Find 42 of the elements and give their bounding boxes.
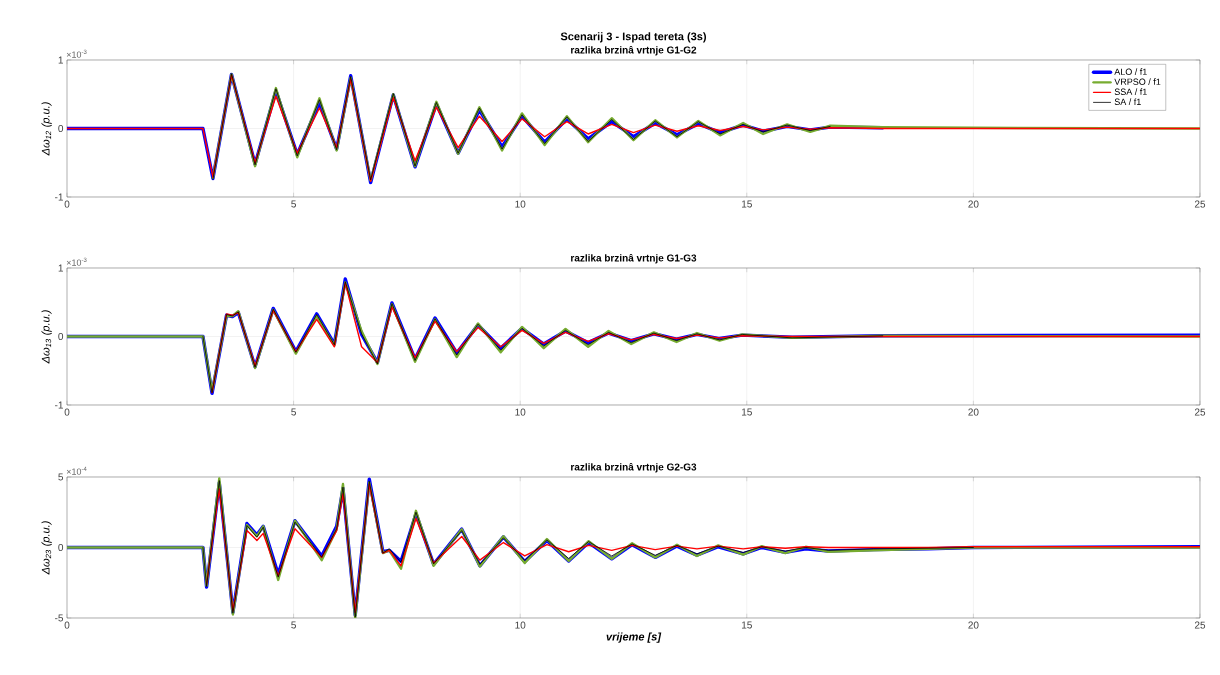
legend-label: VRPSO / f1 [1114, 78, 1161, 85]
x-tick-label: 0 [64, 408, 70, 416]
x-tick-label: 20 [968, 621, 979, 629]
x-tick-label: 10 [515, 408, 526, 416]
x-tick-label: 15 [742, 621, 752, 629]
x-tick-label: 5 [291, 200, 296, 208]
y-tick-label: 1 [58, 56, 63, 64]
x-tick-label: 20 [968, 200, 979, 208]
y-tick-label: 0 [58, 124, 64, 133]
y-axis-title: Δω$_{13}$ (p.u.) [41, 310, 52, 364]
text: ×10$^{-3}$ [66, 49, 87, 58]
text: ×10$^{-3}$ [66, 257, 87, 266]
x-tick-label: 25 [1194, 621, 1206, 629]
text: ×10$^{-4}$ [66, 466, 87, 475]
x-tick-label: 5 [291, 408, 296, 416]
y-tick-label: -1 [55, 193, 63, 201]
x-tick-label: 15 [742, 200, 752, 208]
x-axis-title: vrijeme [s] [606, 632, 662, 643]
legend-label: ALO / f1 [1114, 68, 1147, 75]
x-tick-label: 0 [64, 200, 70, 208]
y-axis-title: Δω$_{23}$ (p.u.) [41, 521, 52, 575]
y-tick-label: 1 [58, 264, 63, 272]
y-tick-label: 0 [58, 543, 64, 552]
y-tick-label: 0 [58, 332, 64, 341]
legend-label: SSA / f1 [1114, 88, 1147, 95]
chart-title: Scenarij 3 - Ispad tereta (3s) [560, 32, 707, 43]
x-tick-label: 15 [742, 408, 752, 416]
chart-subtitle: razlika brzinâ vrtnje G1-G2 [571, 45, 697, 56]
y-tick-label: -5 [55, 614, 64, 622]
y-tick-label: 5 [58, 473, 64, 481]
chart-title: razlika brzinâ vrtnje G2-G3 [571, 462, 697, 473]
x-tick-label: 10 [515, 621, 526, 629]
x-tick-label: 10 [515, 200, 526, 208]
x-tick-label: 0 [64, 621, 70, 629]
chart-title: razlika brzinâ vrtnje G1-G3 [571, 253, 697, 264]
y-axis-title: Δω$_{12}$ (p.u.) [41, 102, 52, 156]
x-tick-label: 20 [968, 408, 979, 416]
y-tick-label: -1 [55, 401, 63, 409]
legend-label: SA / f1 [1114, 98, 1141, 105]
x-tick-label: 25 [1194, 200, 1206, 208]
x-tick-label: 25 [1194, 408, 1206, 416]
x-tick-label: 5 [291, 621, 296, 629]
